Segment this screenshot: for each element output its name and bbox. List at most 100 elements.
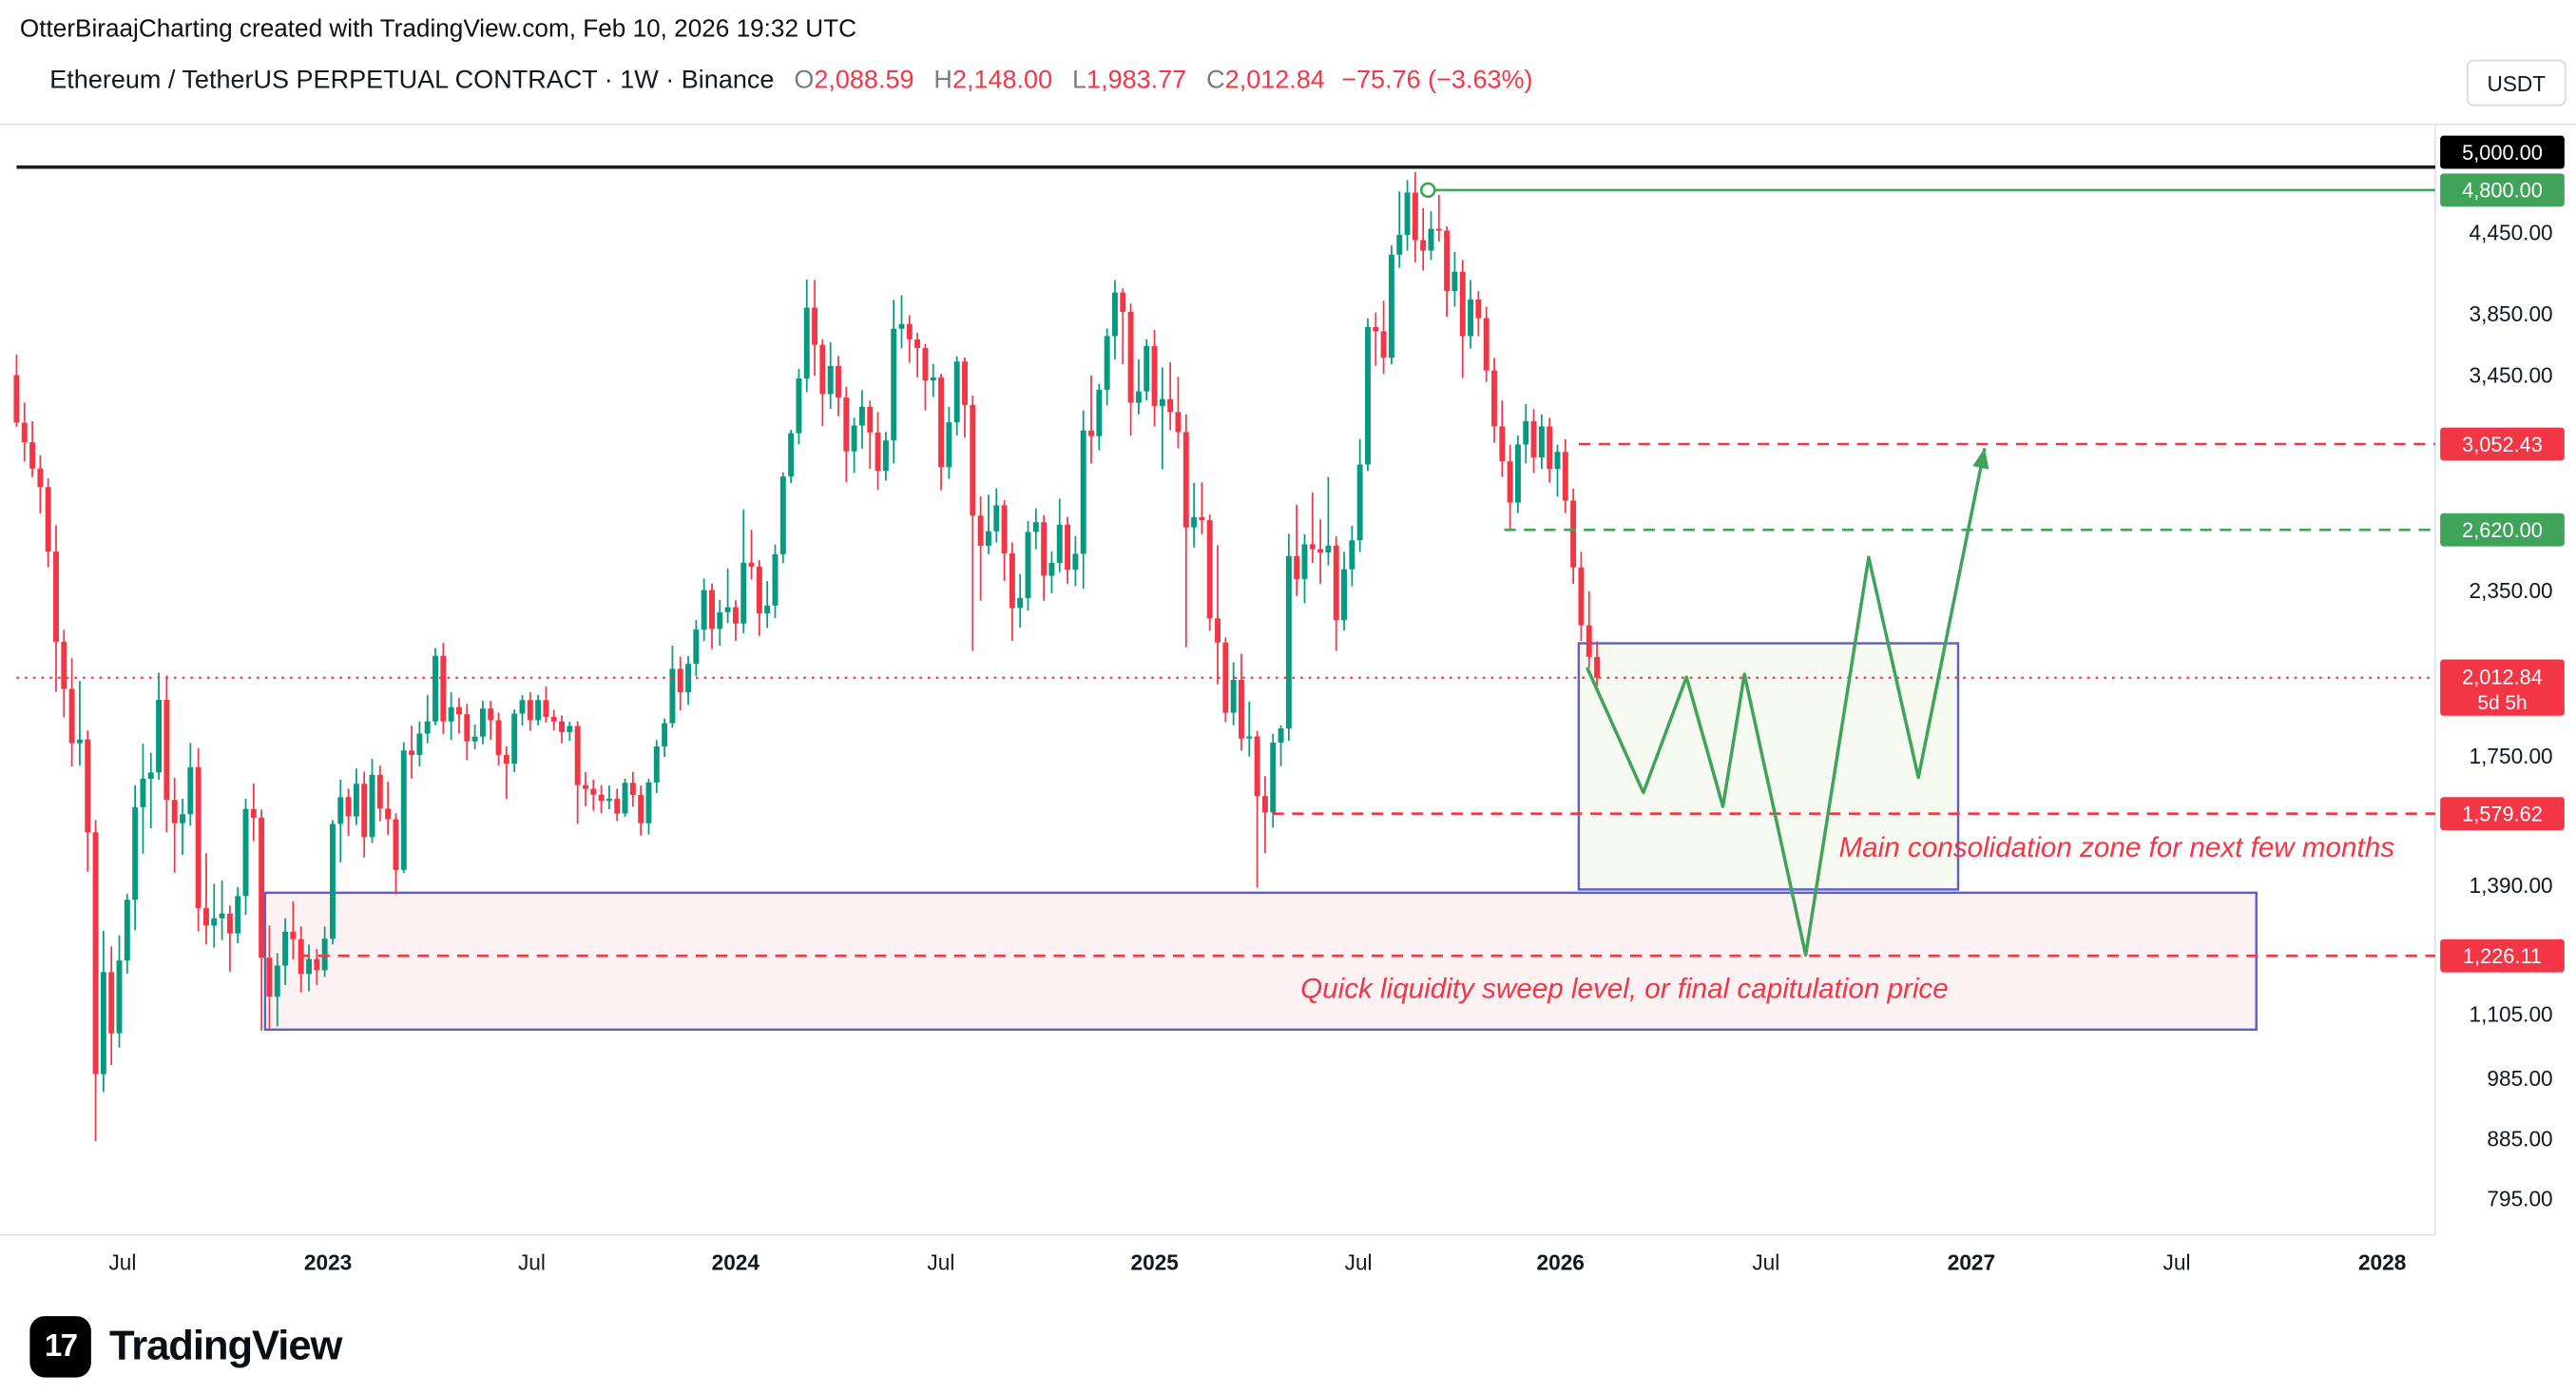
candle-body	[1483, 318, 1490, 371]
candle-body	[274, 965, 280, 997]
price-axis[interactable]: 4,450.00 3,850.00 3,450.00 2,350.00 1,750.00…	[2440, 135, 2565, 1211]
candle-body	[1182, 432, 1189, 528]
price-level-chip-text: 1,226.11	[2463, 944, 2542, 968]
candle-body	[953, 361, 960, 423]
candle-body	[1270, 742, 1277, 813]
time-axis-label: Jul	[927, 1249, 954, 1274]
time-axis-label: 2023	[304, 1249, 352, 1274]
candle-body	[677, 668, 683, 693]
candle-body	[448, 707, 454, 722]
candle-body	[796, 378, 802, 434]
candle-body	[1349, 540, 1355, 570]
zone-liquidity-sweep-zone[interactable]	[263, 891, 2258, 1032]
projection-zigzag-line[interactable]	[1586, 448, 1987, 958]
candle-body	[1072, 553, 1079, 571]
candle-body	[76, 739, 83, 744]
candle-body	[812, 307, 818, 345]
tradingview-logo[interactable]: 17 TradingView	[29, 1316, 342, 1378]
candle-body	[456, 707, 462, 715]
candle-body	[124, 900, 130, 961]
candle-body	[1215, 618, 1221, 643]
candle-body	[1048, 562, 1055, 576]
candle-body	[1325, 545, 1332, 553]
zone-consolidation-zone[interactable]	[1577, 642, 1960, 891]
candle-body	[147, 772, 154, 780]
candle-body	[1491, 370, 1497, 427]
candle-body	[638, 795, 644, 823]
symbol-title[interactable]: Ethereum / TetherUS PERPETUAL CONTRACT ·…	[49, 66, 775, 95]
candle-body	[1135, 391, 1142, 403]
candle-body	[693, 629, 700, 665]
candle-body	[92, 832, 99, 1075]
candle-body	[1239, 680, 1244, 739]
candle-body	[701, 590, 707, 630]
tradingview-logo-text: TradingView	[109, 1323, 342, 1369]
candle-body	[1428, 228, 1434, 251]
candle-body	[772, 553, 779, 606]
candle-body	[85, 739, 91, 833]
candle-body	[1475, 299, 1482, 319]
price-level-chip-text: 5,000.00	[2462, 141, 2543, 165]
tradingview-logo-icon: 17	[29, 1316, 91, 1378]
candle-body	[21, 422, 28, 443]
candle-body	[748, 562, 755, 568]
projection-arrowhead	[1972, 448, 1990, 470]
price-level-chip	[2440, 173, 2565, 207]
candle-body	[61, 641, 67, 689]
candle-body	[337, 797, 344, 824]
candle-body	[985, 531, 991, 547]
candle-body	[13, 375, 20, 423]
candle-body	[629, 783, 636, 796]
level-anchor-marker[interactable]	[1420, 182, 1436, 199]
price-level-chip	[2440, 513, 2565, 547]
candle-body	[559, 721, 565, 732]
candle-body	[1001, 505, 1008, 553]
candle-body	[226, 913, 233, 934]
candle-body	[779, 476, 786, 554]
candle-body	[353, 784, 359, 817]
candle-body	[440, 655, 447, 722]
candle-body	[369, 774, 375, 838]
candle-body	[1088, 430, 1094, 436]
candle-body	[321, 939, 328, 971]
candle-body	[235, 896, 241, 934]
candle-body	[1111, 292, 1118, 337]
candle-body	[1009, 552, 1015, 609]
currency-toggle-button[interactable]: USDT	[2467, 59, 2566, 106]
candle-body	[1530, 420, 1537, 458]
candle-body	[574, 726, 581, 785]
candle-body	[1151, 345, 1158, 406]
candle-body	[1191, 516, 1198, 528]
attribution-text: OtterBiraajCharting created with Trading…	[19, 14, 857, 44]
candle-body	[242, 808, 249, 897]
time-axis-label: 2028	[2358, 1249, 2406, 1274]
candle-body	[488, 708, 494, 721]
price-level-chip	[2440, 939, 2565, 973]
candle-body	[970, 404, 976, 516]
candle-body	[535, 700, 542, 721]
time-axis-label: 2025	[1131, 1249, 1179, 1274]
candle-body	[583, 784, 588, 789]
time-axis[interactable]: Jul 2023 Jul 2024 Jul 2025 Jul 2026 Jul 2027 Jul 20…	[108, 1249, 2406, 1274]
candle-body	[1586, 625, 1592, 657]
candle-body	[938, 377, 945, 468]
candle-body	[1380, 331, 1387, 358]
annotation-text-1[interactable]: Main consolidation zone for next few mon…	[1839, 832, 2395, 863]
price-axis-tick: 4,450.00	[2470, 220, 2553, 244]
candle-body	[1396, 234, 1403, 255]
candle-body	[1420, 240, 1427, 251]
candle-body	[1459, 271, 1466, 337]
price-level-chip-text: 1,579.62	[2462, 803, 2543, 826]
candle-body	[471, 736, 478, 742]
candle-body	[1538, 426, 1545, 458]
candle-body	[836, 365, 841, 398]
high-label: H	[933, 66, 952, 95]
candle-body	[1056, 524, 1063, 563]
candle-body	[788, 433, 795, 477]
annotation-text-2[interactable]: Quick liquidity sweep level, or final ca…	[1300, 973, 1949, 1004]
candle-body	[132, 806, 139, 900]
candle-body	[393, 819, 399, 870]
candle-body	[1065, 524, 1071, 571]
candle-body	[875, 432, 881, 472]
